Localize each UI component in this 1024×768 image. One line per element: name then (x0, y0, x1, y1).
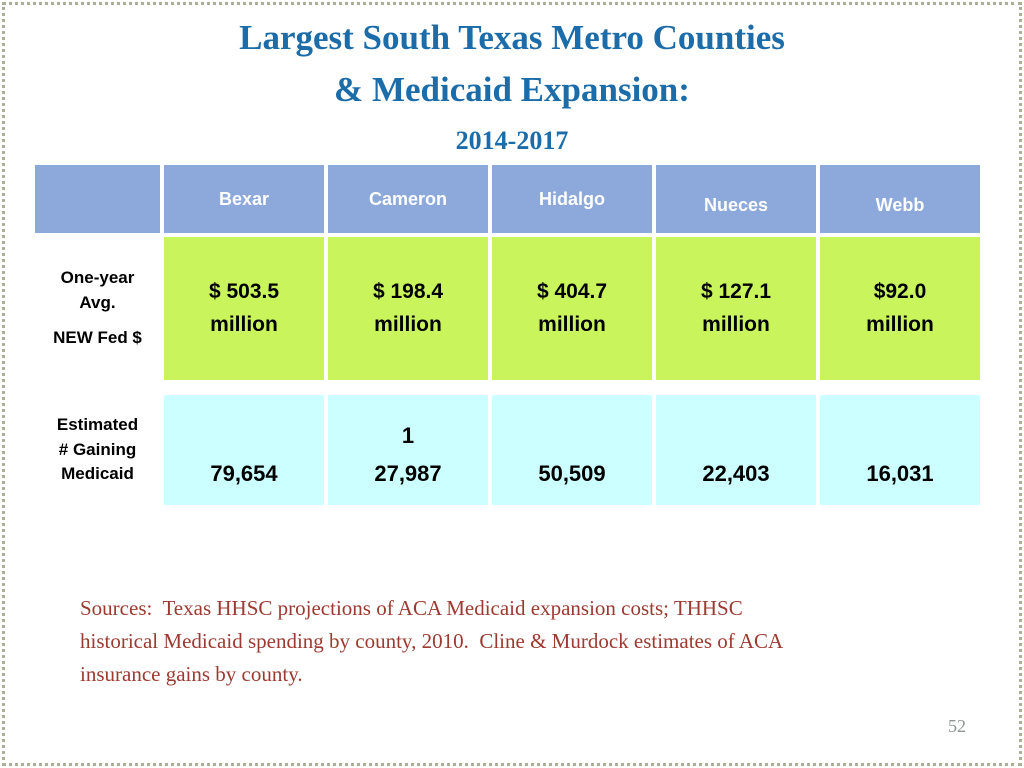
cell-fed-webb: $92.0 million (820, 237, 980, 380)
row-label-line: One-year Avg. (60, 268, 135, 312)
medicaid-expansion-table: Bexar Cameron Hidalgo Nueces Webb One-ye… (35, 165, 980, 505)
slide-title-line-1: Largest South Texas Metro Counties (239, 18, 785, 57)
row-one-year-avg-new-fed: One-year Avg. NEW Fed $ $ 503.5 million … (35, 237, 980, 380)
cell-gaining-nueces: 22,403 (656, 395, 816, 505)
row-label-line: Estimated # Gaining Medicaid (56, 415, 139, 484)
cell-fed-bexar: $ 503.5 million (164, 237, 324, 380)
column-header-nueces: Nueces (656, 165, 816, 233)
cell-gaining-bexar: 79,654 (164, 395, 324, 505)
cell-gaining-cameron: 1 27,987 (328, 395, 488, 505)
cell-fed-nueces: $ 127.1 million (656, 237, 816, 380)
row-label-line: NEW Fed $ (53, 328, 142, 348)
cell-fed-hidalgo: $ 404.7 million (492, 237, 652, 380)
slide-title-block: Largest South Texas Metro Counties & Med… (0, 12, 1024, 156)
row-label-new-fed-dollars: One-year Avg. NEW Fed $ (35, 237, 160, 380)
cell-fed-cameron: $ 198.4 million (328, 237, 488, 380)
cell-gaining-webb: 16,031 (820, 395, 980, 505)
table-header-row: Bexar Cameron Hidalgo Nueces Webb (35, 165, 980, 233)
slide-title-line-2: & Medicaid Expansion: (334, 70, 690, 109)
column-header-hidalgo: Hidalgo (492, 165, 652, 233)
column-header-cameron: Cameron (328, 165, 488, 233)
page-number: 52 (948, 716, 966, 736)
slide-subtitle-years: 2014-2017 (455, 126, 569, 155)
table-corner-cell (35, 165, 160, 233)
row-label-gaining-medicaid: Estimated # Gaining Medicaid (35, 395, 160, 505)
row-estimated-gaining-medicaid: Estimated # Gaining Medicaid 79,654 1 27… (35, 395, 980, 505)
column-header-webb: Webb (820, 165, 980, 233)
sources-text: Sources: Texas HHSC projections of ACA M… (80, 596, 784, 686)
column-header-bexar: Bexar (164, 165, 324, 233)
cell-gaining-hidalgo: 50,509 (492, 395, 652, 505)
